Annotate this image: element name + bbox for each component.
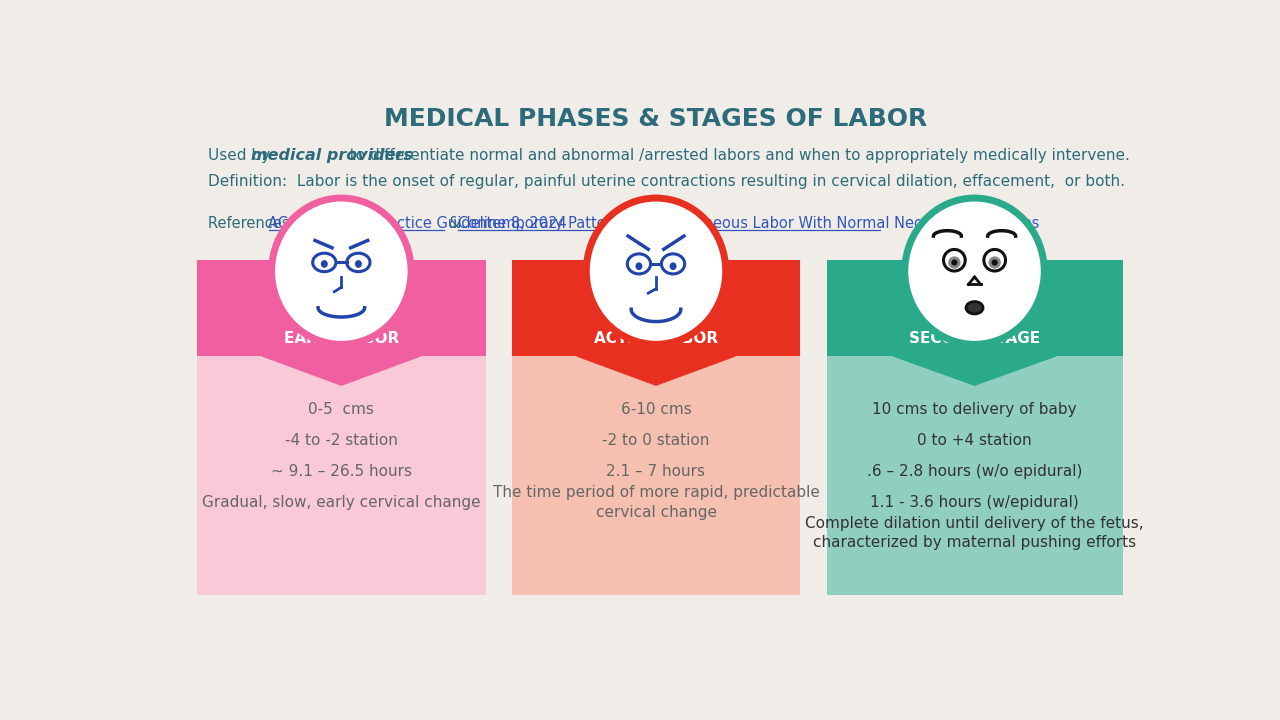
Ellipse shape xyxy=(586,198,726,344)
Text: -2 to 0 station: -2 to 0 station xyxy=(603,433,709,448)
FancyBboxPatch shape xyxy=(197,260,485,356)
Text: 0-5  cms: 0-5 cms xyxy=(308,402,374,418)
Text: 2.1 – 7 hours: 2.1 – 7 hours xyxy=(607,464,705,479)
Ellipse shape xyxy=(321,260,328,268)
Ellipse shape xyxy=(943,249,965,271)
Text: &: & xyxy=(444,216,465,231)
Text: medical providers: medical providers xyxy=(251,148,412,163)
Polygon shape xyxy=(577,356,735,385)
Ellipse shape xyxy=(984,249,1006,271)
Text: -4 to -2 station: -4 to -2 station xyxy=(285,433,398,448)
FancyBboxPatch shape xyxy=(512,356,800,595)
Text: 1.1 - 3.6 hours (w/epidural): 1.1 - 3.6 hours (w/epidural) xyxy=(870,495,1079,510)
Text: References:: References: xyxy=(209,216,300,231)
Ellipse shape xyxy=(951,259,957,266)
FancyBboxPatch shape xyxy=(827,260,1123,356)
Ellipse shape xyxy=(992,259,998,266)
Ellipse shape xyxy=(966,302,983,314)
Ellipse shape xyxy=(271,198,411,344)
Text: 10 cms to delivery of baby: 10 cms to delivery of baby xyxy=(872,402,1076,418)
Ellipse shape xyxy=(355,260,362,268)
Ellipse shape xyxy=(948,256,960,269)
Text: ACTIVE LABOR: ACTIVE LABOR xyxy=(594,331,718,346)
Text: EARLY LABOR: EARLY LABOR xyxy=(284,331,399,346)
Text: to differentiate normal and abnormal /arrested labors and when to appropriately : to differentiate normal and abnormal /ar… xyxy=(339,148,1130,163)
FancyBboxPatch shape xyxy=(512,260,800,356)
Text: Contemporary Patterns of Spontaneous Labor With Normal Neonatal Outcomes: Contemporary Patterns of Spontaneous Lab… xyxy=(458,216,1039,231)
FancyBboxPatch shape xyxy=(827,356,1123,595)
Text: Gradual, slow, early cervical change: Gradual, slow, early cervical change xyxy=(202,495,481,510)
Text: Used by: Used by xyxy=(209,148,275,163)
Ellipse shape xyxy=(635,262,643,270)
Text: ~ 9.1 – 26.5 hours: ~ 9.1 – 26.5 hours xyxy=(271,464,412,479)
Text: .6 – 2.8 hours (w/o epidural): .6 – 2.8 hours (w/o epidural) xyxy=(867,464,1082,479)
Text: The time period of more rapid, predictable
cervical change: The time period of more rapid, predictab… xyxy=(493,485,819,520)
Text: 0 to +4 station: 0 to +4 station xyxy=(918,433,1032,448)
Text: ACOG Clinical Practice Guideline 8, 2024: ACOG Clinical Practice Guideline 8, 2024 xyxy=(269,216,567,231)
Text: Definition:  Labor is the onset of regular, painful uterine contractions resulti: Definition: Labor is the onset of regula… xyxy=(209,174,1125,189)
Text: 6-10 cms: 6-10 cms xyxy=(621,402,691,418)
Polygon shape xyxy=(262,356,421,385)
FancyBboxPatch shape xyxy=(197,356,485,595)
Ellipse shape xyxy=(988,256,1001,269)
Ellipse shape xyxy=(669,262,677,270)
Text: Complete dilation until delivery of the fetus,
characterized by maternal pushing: Complete dilation until delivery of the … xyxy=(805,516,1144,550)
Ellipse shape xyxy=(905,198,1044,344)
Polygon shape xyxy=(893,356,1056,385)
Text: SECOND STAGE: SECOND STAGE xyxy=(909,331,1041,346)
Text: MEDICAL PHASES & STAGES OF LABOR: MEDICAL PHASES & STAGES OF LABOR xyxy=(384,107,928,131)
